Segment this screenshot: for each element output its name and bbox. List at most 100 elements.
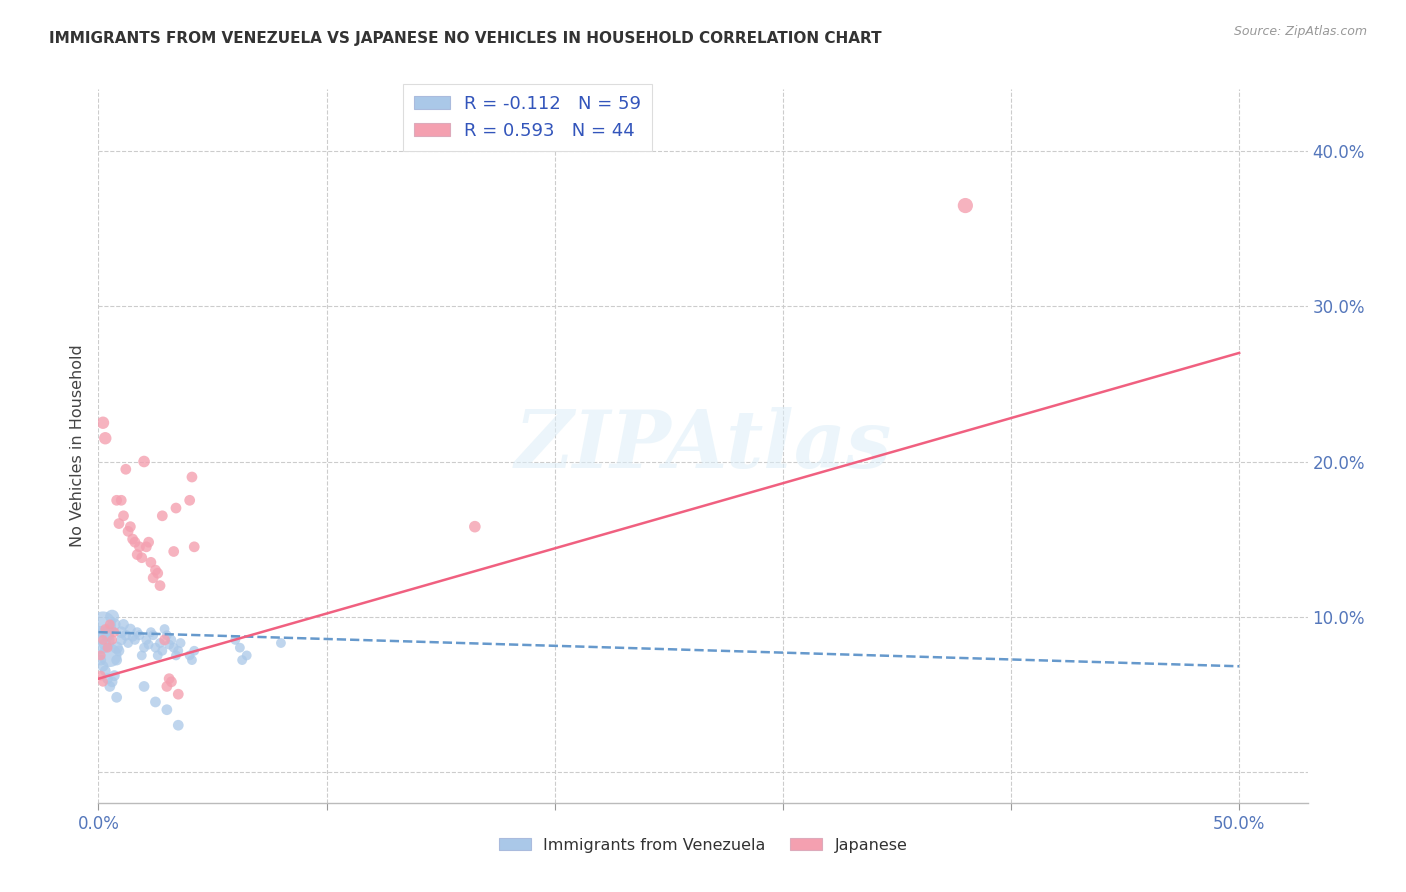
Point	[150, 508, 173, 523]
Point	[131, 648, 153, 663]
Point	[112, 508, 135, 523]
Point	[96, 628, 118, 642]
Point	[110, 493, 132, 508]
Point	[124, 535, 146, 549]
Point	[91, 659, 114, 673]
Point	[181, 470, 204, 484]
Point	[98, 617, 121, 632]
Point	[114, 462, 136, 476]
Point	[163, 544, 186, 558]
Point	[163, 640, 186, 655]
Point	[103, 617, 125, 632]
Point	[114, 628, 136, 642]
Legend: Immigrants from Venezuela, Japanese: Immigrants from Venezuela, Japanese	[492, 831, 914, 859]
Point	[90, 648, 112, 663]
Point	[105, 690, 128, 705]
Point	[91, 416, 114, 430]
Point	[150, 644, 173, 658]
Point	[108, 516, 131, 531]
Point	[153, 632, 176, 647]
Point	[139, 625, 162, 640]
Point	[156, 680, 179, 694]
Point	[139, 555, 162, 569]
Point	[160, 632, 183, 647]
Point	[101, 674, 124, 689]
Point	[157, 638, 180, 652]
Point	[149, 636, 172, 650]
Point	[153, 622, 176, 636]
Point	[149, 579, 172, 593]
Point	[183, 644, 205, 658]
Point	[94, 431, 117, 445]
Point	[231, 653, 253, 667]
Point	[103, 625, 125, 640]
Point	[167, 687, 190, 701]
Point	[124, 632, 146, 647]
Point	[98, 680, 121, 694]
Point	[94, 638, 117, 652]
Text: ZIPAtlas: ZIPAtlas	[515, 408, 891, 484]
Point	[142, 628, 165, 642]
Y-axis label: No Vehicles in Household: No Vehicles in Household	[70, 344, 86, 548]
Point	[120, 519, 142, 533]
Text: IMMIGRANTS FROM VENEZUELA VS JAPANESE NO VEHICLES IN HOUSEHOLD CORRELATION CHART: IMMIGRANTS FROM VENEZUELA VS JAPANESE NO…	[49, 31, 882, 46]
Point	[955, 198, 977, 212]
Point	[117, 524, 139, 539]
Point	[145, 695, 167, 709]
Point	[105, 493, 128, 508]
Point	[91, 674, 114, 689]
Text: Source: ZipAtlas.com: Source: ZipAtlas.com	[1233, 25, 1367, 38]
Point	[138, 535, 160, 549]
Point	[96, 672, 118, 686]
Point	[121, 630, 143, 644]
Point	[98, 648, 121, 663]
Point	[146, 648, 169, 663]
Point	[132, 640, 155, 655]
Point	[169, 636, 191, 650]
Point	[142, 571, 165, 585]
Point	[160, 674, 183, 689]
Point	[90, 668, 112, 682]
Point	[112, 617, 135, 632]
Point	[90, 632, 112, 647]
Point	[120, 622, 142, 636]
Point	[117, 636, 139, 650]
Point	[224, 632, 246, 647]
Point	[90, 653, 112, 667]
Point	[101, 632, 124, 647]
Point	[110, 625, 132, 640]
Point	[132, 680, 155, 694]
Point	[105, 640, 128, 655]
Point	[108, 644, 131, 658]
Point	[131, 550, 153, 565]
Point	[121, 532, 143, 546]
Point	[179, 648, 201, 663]
Point	[167, 644, 190, 658]
Point	[127, 548, 149, 562]
Point	[138, 638, 160, 652]
Point	[94, 664, 117, 678]
Point	[91, 617, 114, 632]
Point	[135, 632, 157, 647]
Point	[146, 566, 169, 581]
Point	[181, 653, 204, 667]
Point	[103, 668, 125, 682]
Point	[110, 632, 132, 647]
Point	[135, 540, 157, 554]
Point	[105, 653, 128, 667]
Point	[96, 640, 118, 655]
Point	[183, 540, 205, 554]
Point	[128, 628, 150, 642]
Point	[145, 563, 167, 577]
Point	[270, 636, 292, 650]
Point	[464, 519, 486, 533]
Point	[229, 640, 252, 655]
Point	[128, 540, 150, 554]
Point	[156, 703, 179, 717]
Point	[167, 718, 190, 732]
Point	[235, 648, 257, 663]
Point	[132, 454, 155, 468]
Point	[145, 640, 167, 655]
Point	[157, 672, 180, 686]
Point	[179, 493, 201, 508]
